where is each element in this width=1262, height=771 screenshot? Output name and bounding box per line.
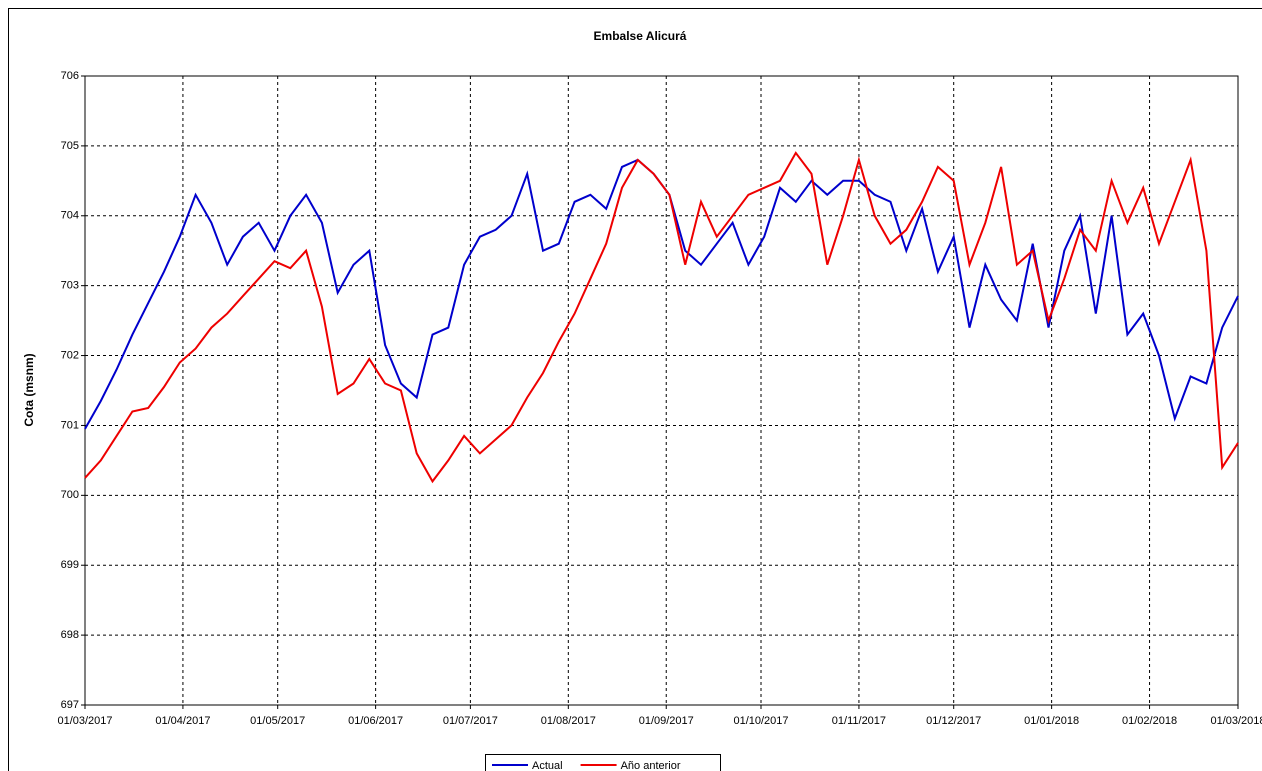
x-tick-label: 01/09/2017: [639, 715, 694, 727]
x-tick-label: 01/02/2018: [1122, 715, 1177, 727]
data-line: [84, 151, 1239, 484]
x-tick-label: 01/08/2017: [541, 715, 596, 727]
y-tick-label: 701: [61, 419, 79, 431]
plot-area: 697 698 699 700 701 702 703 704 705 706 01/03/2017…: [57, 70, 1262, 727]
legend: Actual Año anterior: [485, 754, 721, 771]
legend-box: [485, 754, 721, 771]
x-tick-label: 01/06/2017: [348, 715, 403, 727]
y-tick-label: 699: [61, 559, 79, 571]
y-tick-label: 698: [61, 629, 79, 641]
y-tick-label: 702: [61, 349, 79, 361]
legend-label: Actual: [532, 760, 563, 771]
x-tick-label: 01/12/2017: [926, 715, 981, 727]
legend-label: Año anterior: [621, 760, 681, 771]
y-tick-label: 704: [61, 210, 79, 222]
x-tick-label: 01/04/2017: [155, 715, 210, 727]
x-tick-label: 01/05/2017: [250, 715, 305, 727]
x-tick-label: 01/03/2018: [1210, 715, 1262, 727]
x-tick-label: 01/01/2018: [1024, 715, 1079, 727]
y-tick-label: 700: [61, 489, 79, 501]
x-tick-label: 01/07/2017: [443, 715, 498, 727]
chart-title: Embalse Alicurá: [594, 29, 687, 43]
plot-border: [84, 75, 1239, 706]
x-tick-label: 01/03/2017: [57, 715, 112, 727]
y-axis-label: Cota (msnm): [22, 353, 36, 426]
y-tick-label: 706: [61, 70, 79, 82]
y-tick-label: 703: [61, 280, 79, 292]
y-tick-label: 705: [61, 140, 79, 152]
chart-border: [8, 8, 1262, 771]
y-tick-label: 697: [61, 699, 79, 711]
x-tick-label: 01/11/2017: [832, 715, 886, 727]
x-tick-label: 01/10/2017: [733, 715, 788, 727]
